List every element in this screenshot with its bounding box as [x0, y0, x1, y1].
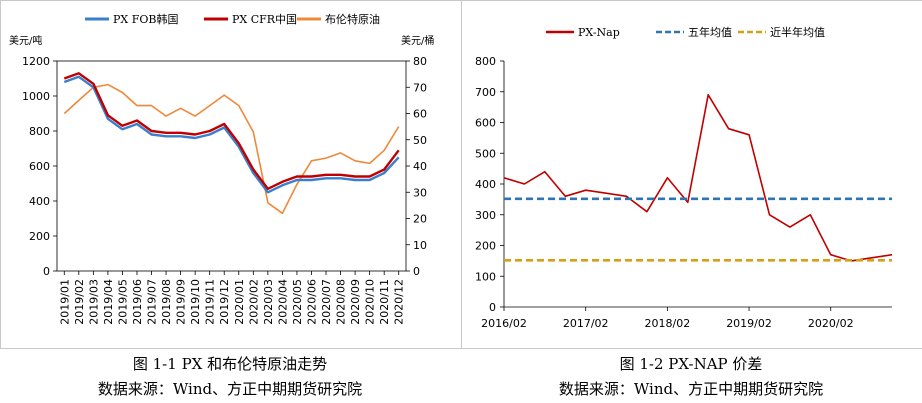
x-tick-label: 2020/05 — [291, 279, 304, 325]
x-tick-label: 2020/07 — [320, 279, 333, 325]
left-y-tick-label: 1200 — [22, 55, 50, 68]
x-tick-label: 2020/02 — [247, 279, 260, 325]
x-tick-label: 2019/04 — [102, 279, 115, 325]
x-tick-label: 2019/02 — [73, 279, 86, 325]
series-line-1 — [63, 72, 400, 191]
left-chart-title: 图 1-1 PX 和布伦特原油走势 — [132, 355, 328, 373]
x-tick-label: 2019/05 — [116, 279, 129, 325]
legend-label: PX FOB韩国 — [113, 12, 178, 26]
x-tick-label: 2019/02 — [726, 317, 772, 330]
x-tick-label: 2020/08 — [335, 279, 348, 325]
right-axis-unit: 美元/桶 — [401, 34, 434, 47]
right-y-tick-label: 60 — [413, 108, 427, 121]
x-tick-label: 2020/03 — [262, 279, 275, 325]
right-y-tick-label: 20 — [413, 213, 427, 226]
right-y-tick-label: 10 — [413, 239, 427, 252]
px-brent-chart-panel: 0 200 400 600 800 1000 1200 0 10 20 30 40 50 60 70 80 20… — [0, 0, 462, 349]
legend-label: 近半年均值 — [770, 25, 825, 39]
x-tick-label: 2019/12 — [218, 279, 231, 325]
px-nap-chart: 0 100 200 300 400 500 600 700 800 2016/02 2017/02 2… — [475, 25, 893, 330]
legend-label: PX CFR中国 — [232, 13, 297, 26]
left-axis-unit: 美元/吨 — [9, 34, 42, 47]
px-brent-chart: 0 200 400 600 800 1000 1200 0 10 20 30 40 50 60 70 80 20… — [9, 12, 434, 325]
x-tick-label: 2020/02 — [808, 317, 854, 330]
x-tick-label: 2020/10 — [364, 279, 377, 325]
x-tick-label: 2018/02 — [645, 317, 691, 330]
y-tick-label: 600 — [475, 117, 496, 130]
x-tick-label: 2019/03 — [87, 279, 100, 325]
series-line-0 — [503, 94, 893, 262]
right-chart-title: 图 1-2 PX-NAP 价差 — [619, 355, 763, 373]
left-y-tick-label: 400 — [29, 195, 50, 208]
y-tick-label: 0 — [489, 301, 496, 314]
left-y-tick-label: 1000 — [22, 90, 50, 103]
x-tick-label: 2019/11 — [204, 279, 217, 325]
y-tick-label: 300 — [475, 209, 496, 222]
right-y-tick-label: 80 — [413, 55, 427, 68]
legend-label: 布伦特原油 — [325, 12, 380, 26]
legend-label: PX-Nap — [578, 26, 620, 39]
x-tick-label: 2019/08 — [160, 279, 173, 325]
y-tick-label: 400 — [475, 178, 496, 191]
y-tick-label: 700 — [475, 86, 496, 99]
series-line-2 — [63, 83, 400, 215]
x-tick-label: 2019/07 — [146, 279, 159, 325]
x-tick-label: 2020/09 — [349, 279, 362, 325]
right-y-tick-label: 40 — [413, 160, 427, 173]
left-y-tick-label: 200 — [29, 230, 50, 243]
left-y-tick-label: 600 — [29, 160, 50, 173]
series-line-0 — [63, 75, 400, 194]
left-y-tick-label: 800 — [29, 125, 50, 138]
right-y-tick-label: 70 — [413, 81, 427, 94]
x-tick-label: 2017/02 — [563, 317, 609, 330]
y-tick-label: 100 — [475, 270, 496, 283]
x-tick-label: 2020/04 — [276, 279, 289, 325]
x-tick-label: 2020/01 — [233, 279, 246, 325]
legend-label: 五年均值 — [688, 25, 732, 39]
x-tick-label: 2019/06 — [131, 279, 144, 325]
left-chart-source: 数据来源：Wind、方正中期期货研究院 — [97, 380, 363, 398]
x-tick-label: 2020/06 — [305, 279, 318, 325]
left-y-tick-label: 0 — [43, 265, 50, 278]
x-tick-label: 2019/09 — [175, 279, 188, 325]
right-y-tick-label: 30 — [413, 186, 427, 199]
x-tick-label: 2016/02 — [481, 317, 527, 330]
y-tick-label: 200 — [475, 240, 496, 253]
x-tick-label: 2020/11 — [378, 279, 391, 325]
px-nap-chart-panel: 0 100 200 300 400 500 600 700 800 2016/02 2017/02 2… — [461, 0, 922, 349]
right-chart-source: 数据来源：Wind、方正中期期货研究院 — [558, 380, 824, 398]
x-tick-label: 2019/01 — [58, 279, 71, 325]
right-y-tick-label: 50 — [413, 134, 427, 147]
x-tick-label: 2020/12 — [393, 279, 406, 325]
y-tick-label: 500 — [475, 147, 496, 160]
plot-frame — [56, 60, 407, 272]
y-tick-label: 800 — [475, 55, 496, 68]
x-tick-label: 2019/10 — [189, 279, 202, 325]
right-y-tick-label: 0 — [413, 265, 420, 278]
